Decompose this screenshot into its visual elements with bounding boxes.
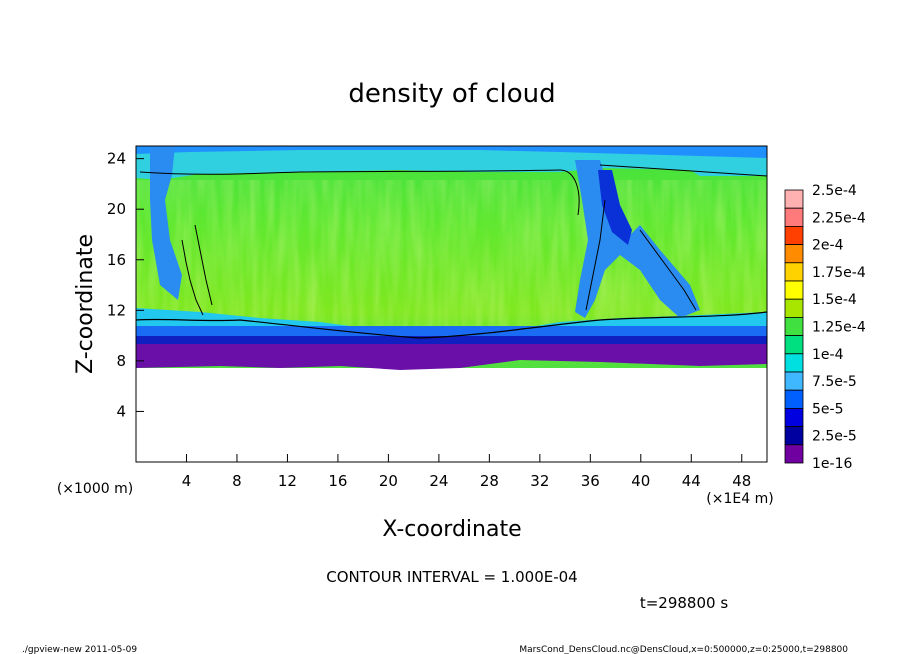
x-unit-left: (×1000 m) xyxy=(57,481,133,497)
colorbar-label: 1e-4 xyxy=(812,347,844,363)
cloud-top-edge xyxy=(136,146,767,158)
x-tick-label: 36 xyxy=(581,472,600,490)
x-axis-ticks: 4 8 12 16 20 24 28 32 36 40 44 48 xyxy=(182,454,751,490)
colorbar: 2.5e-4 2.25e-4 2e-4 1.75e-4 1.5e-4 1.25e-4 1e-… xyxy=(784,183,866,472)
x-axis-label: X-coordinate xyxy=(382,517,521,542)
contour-plume-right xyxy=(585,199,697,311)
colorbar-box xyxy=(784,244,804,264)
colorbar-label: 2e-4 xyxy=(812,238,844,254)
colorbar-box xyxy=(784,371,804,391)
colorbar-box xyxy=(784,262,804,282)
colorbar-box xyxy=(784,426,804,446)
x-tick-label: 4 xyxy=(182,472,192,490)
colorbar-labels: 2.5e-4 2.25e-4 2e-4 1.75e-4 1.5e-4 1.25e-4 1e-… xyxy=(812,183,866,472)
y-tick-label: 12 xyxy=(107,301,126,319)
x-tick-label: 12 xyxy=(278,472,297,490)
colorbar-box xyxy=(784,335,804,355)
contour-top xyxy=(139,164,767,216)
x-tick-label: 32 xyxy=(530,472,549,490)
colorbar-label: 7.5e-5 xyxy=(812,374,857,390)
colorbar-box xyxy=(784,444,804,464)
colorbar-label: 2.25e-4 xyxy=(812,210,866,226)
contour-plume-left xyxy=(181,224,213,316)
footer-program: ./gpview-new 2011-05-09 xyxy=(22,645,137,654)
density-field xyxy=(136,146,767,370)
colorbar-box xyxy=(784,298,804,318)
x-tick-label: 40 xyxy=(631,472,650,490)
y-tick-label: 4 xyxy=(116,402,126,420)
colorbar-label: 1.75e-4 xyxy=(812,265,866,281)
colorbar-boxes xyxy=(784,189,804,464)
contour-interval: CONTOUR INTERVAL = 1.000E-04 xyxy=(326,568,577,586)
plume-right-core xyxy=(598,170,632,245)
colorbar-label: 5e-5 xyxy=(812,401,843,417)
colorbar-box xyxy=(784,353,804,373)
colorbar-box xyxy=(784,280,804,300)
x-tick-label: 24 xyxy=(429,472,448,490)
plume-left xyxy=(150,146,182,300)
x-tick-label: 16 xyxy=(328,472,347,490)
y-tick-label: 16 xyxy=(107,251,126,269)
plot-frame xyxy=(135,145,768,463)
colorbar-box xyxy=(784,389,804,409)
colorbar-box xyxy=(784,189,804,209)
cloud-base-purple xyxy=(136,344,767,370)
x-tick-label: 20 xyxy=(379,472,398,490)
chart-title: density of cloud xyxy=(348,79,555,109)
x-tick-label: 28 xyxy=(480,472,499,490)
colorbar-label: 1e-16 xyxy=(812,456,852,472)
footer-source: MarsCond_DensCloud.nc@DensCloud,x=0:5000… xyxy=(519,645,848,654)
colorbar-label: 1.25e-4 xyxy=(812,320,866,336)
x-tick-label: 8 xyxy=(232,472,242,490)
x-unit-right: (×1E4 m) xyxy=(706,491,773,507)
x-tick-label: 48 xyxy=(732,472,751,490)
x-tick-label: 44 xyxy=(682,472,701,490)
cloud-top-layer xyxy=(136,146,767,180)
colorbar-box xyxy=(784,316,804,336)
y-axis-ticks: 4 8 12 16 20 24 xyxy=(107,150,144,420)
colorbar-label: 2.5e-5 xyxy=(812,429,857,445)
colorbar-box xyxy=(784,407,804,427)
time-stamp: t=298800 s xyxy=(640,594,728,612)
contour-base xyxy=(136,311,767,339)
colorbar-label: 2.5e-4 xyxy=(812,183,857,199)
y-tick-label: 8 xyxy=(116,352,126,370)
y-tick-label: 24 xyxy=(107,150,126,168)
colorbar-box xyxy=(784,207,804,227)
colorbar-box xyxy=(784,225,804,245)
y-axis-label: Z-coordinate xyxy=(73,234,98,374)
colorbar-label: 1.5e-4 xyxy=(812,292,857,308)
y-tick-label: 20 xyxy=(107,200,126,218)
